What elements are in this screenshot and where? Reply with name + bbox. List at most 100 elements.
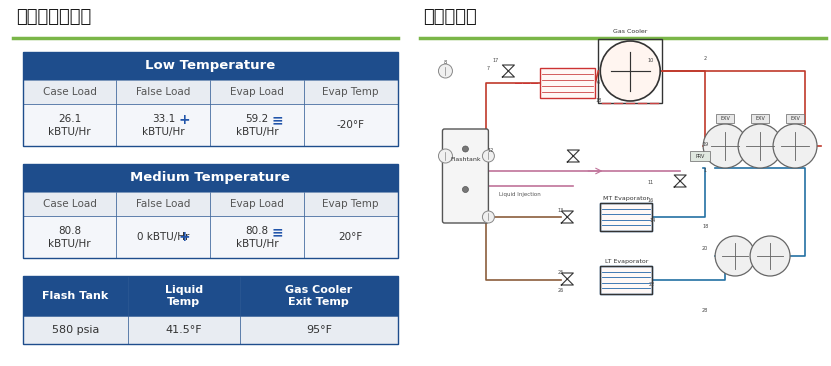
- Bar: [22, 164, 397, 192]
- Text: 41.5°F: 41.5°F: [165, 325, 202, 335]
- Bar: [128, 276, 240, 316]
- Bar: [22, 192, 116, 216]
- Circle shape: [439, 64, 452, 78]
- Bar: [116, 104, 210, 146]
- Text: 14: 14: [649, 219, 656, 224]
- Text: 2: 2: [704, 56, 706, 61]
- Bar: [22, 276, 128, 316]
- Text: Case Load: Case Load: [42, 87, 96, 97]
- Bar: [22, 216, 116, 258]
- Text: +: +: [178, 113, 189, 127]
- Bar: [22, 316, 128, 344]
- Text: 16: 16: [647, 198, 653, 203]
- Text: kBTU/Hr: kBTU/Hr: [142, 127, 184, 137]
- Bar: [600, 266, 652, 294]
- Text: 28: 28: [702, 309, 708, 314]
- Text: 95°F: 95°F: [306, 325, 332, 335]
- Text: LT Evaporator: LT Evaporator: [605, 259, 648, 264]
- Bar: [786, 113, 804, 123]
- Bar: [540, 68, 595, 98]
- Text: 设计负荷及状态: 设计负荷及状态: [16, 8, 91, 26]
- Text: 系统结构图: 系统结构图: [424, 8, 477, 26]
- Circle shape: [715, 236, 755, 276]
- Text: ≡: ≡: [272, 225, 283, 239]
- Bar: [691, 151, 711, 161]
- Text: 11: 11: [647, 180, 653, 186]
- Text: kBTU/Hr: kBTU/Hr: [236, 239, 278, 249]
- Bar: [22, 104, 116, 146]
- Text: Flashtank: Flashtank: [450, 157, 481, 162]
- Text: +: +: [178, 230, 189, 244]
- Bar: [600, 203, 652, 231]
- Circle shape: [738, 124, 782, 168]
- Text: 7: 7: [487, 66, 490, 71]
- Text: kBTU/Hr: kBTU/Hr: [48, 127, 91, 137]
- Text: False Load: False Load: [136, 199, 190, 209]
- Bar: [210, 192, 304, 216]
- Text: 18: 18: [595, 97, 602, 102]
- Circle shape: [750, 236, 790, 276]
- Circle shape: [600, 41, 660, 101]
- Bar: [751, 113, 769, 123]
- Bar: [304, 104, 397, 146]
- Text: MT Evaporator: MT Evaporator: [603, 196, 649, 201]
- Text: Evap Load: Evap Load: [230, 87, 284, 97]
- Text: 6: 6: [597, 81, 600, 86]
- Circle shape: [773, 124, 817, 168]
- Bar: [210, 216, 304, 258]
- Bar: [304, 216, 397, 258]
- Circle shape: [439, 149, 452, 163]
- Text: ≡: ≡: [272, 113, 283, 127]
- Circle shape: [483, 150, 494, 162]
- Text: Evap Temp: Evap Temp: [322, 87, 379, 97]
- Text: EXV: EXV: [755, 116, 765, 120]
- Text: 8: 8: [444, 60, 447, 64]
- Text: Case Load: Case Load: [42, 199, 96, 209]
- Text: Evap Load: Evap Load: [230, 199, 284, 209]
- Text: 20: 20: [702, 246, 708, 250]
- Bar: [116, 80, 210, 104]
- Text: EXV: EXV: [790, 116, 800, 120]
- Text: 26: 26: [558, 288, 563, 294]
- Text: kBTU/Hr: kBTU/Hr: [236, 127, 278, 137]
- Text: False Load: False Load: [136, 87, 190, 97]
- Text: 80.8: 80.8: [245, 226, 268, 236]
- Text: 580 psia: 580 psia: [52, 325, 99, 335]
- Text: 25: 25: [558, 270, 563, 276]
- Bar: [600, 266, 652, 294]
- Text: 13: 13: [558, 209, 563, 213]
- Text: 0 kBTU/Hr: 0 kBTU/Hr: [137, 232, 189, 242]
- Text: 18: 18: [702, 224, 708, 228]
- Bar: [128, 316, 240, 344]
- Bar: [22, 276, 397, 344]
- Circle shape: [483, 211, 494, 223]
- Bar: [598, 39, 662, 103]
- Text: 12: 12: [487, 149, 494, 153]
- Text: Gas Cooler: Gas Cooler: [613, 29, 647, 34]
- Text: Liquid Injection: Liquid Injection: [499, 192, 541, 197]
- Bar: [116, 192, 210, 216]
- Text: 10: 10: [647, 57, 653, 63]
- Bar: [304, 80, 397, 104]
- Bar: [116, 216, 210, 258]
- Bar: [22, 164, 397, 258]
- Text: 33.1: 33.1: [152, 114, 175, 124]
- FancyBboxPatch shape: [442, 129, 489, 223]
- Text: 59.2: 59.2: [245, 114, 268, 124]
- Circle shape: [462, 146, 469, 152]
- Text: 17: 17: [492, 57, 499, 63]
- Text: Low Temperature: Low Temperature: [145, 60, 275, 72]
- Bar: [716, 113, 734, 123]
- Bar: [304, 192, 397, 216]
- Bar: [22, 52, 397, 80]
- Bar: [22, 80, 116, 104]
- Text: Medium Temperature: Medium Temperature: [130, 172, 290, 184]
- Text: PRV: PRV: [696, 153, 705, 158]
- Bar: [210, 80, 304, 104]
- Text: 19: 19: [702, 142, 708, 146]
- Text: kBTU/Hr: kBTU/Hr: [48, 239, 91, 249]
- Text: 80.8: 80.8: [58, 226, 81, 236]
- Text: Flash Tank: Flash Tank: [42, 291, 108, 301]
- Text: 26.1: 26.1: [58, 114, 81, 124]
- Text: 22: 22: [649, 281, 656, 287]
